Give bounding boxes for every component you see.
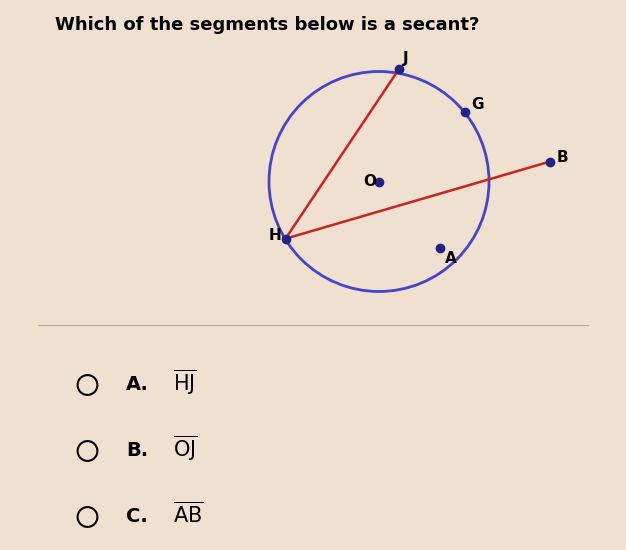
Text: A: A	[445, 251, 457, 266]
Text: $\overline{\mathrm{H}\mathrm{J}}$: $\overline{\mathrm{H}\mathrm{J}}$	[173, 367, 197, 397]
Text: J: J	[403, 51, 409, 66]
Text: C.: C.	[126, 508, 148, 526]
Text: O: O	[364, 174, 377, 189]
Text: G: G	[471, 97, 484, 112]
Text: Which of the segments below is a secant?: Which of the segments below is a secant?	[54, 16, 479, 35]
Text: B.: B.	[126, 442, 148, 460]
Text: $\overline{\mathrm{A}\mathrm{B}}$: $\overline{\mathrm{A}\mathrm{B}}$	[173, 502, 203, 527]
Text: $\overline{\mathrm{O}\mathrm{J}}$: $\overline{\mathrm{O}\mathrm{J}}$	[173, 433, 197, 463]
Text: B: B	[557, 150, 568, 165]
Text: H: H	[269, 228, 282, 244]
Text: A.: A.	[126, 376, 149, 394]
